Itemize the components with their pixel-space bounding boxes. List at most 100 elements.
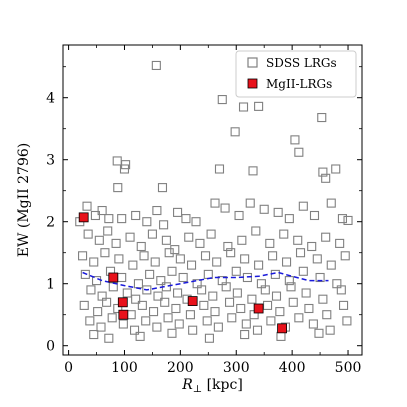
- sdss-lrg-point: [137, 300, 147, 310]
- sdss-lrg-point: [220, 203, 230, 213]
- x-tick-label: 500: [335, 360, 362, 376]
- sdss-lrg-point: [181, 214, 191, 224]
- sdss-lrg-point: [89, 329, 99, 340]
- sdss-lrg-point: [185, 310, 195, 320]
- sdss-lrg-point: [290, 135, 300, 145]
- sdss-lrg-point: [152, 205, 162, 216]
- sdss-lrg-point: [184, 232, 194, 242]
- sdss-lrg-point: [188, 325, 198, 335]
- sdss-lrg-point: [241, 319, 251, 329]
- sdss-lrg-point: [331, 164, 341, 174]
- sdss-lrg-point: [153, 291, 163, 301]
- sdss-lrg-point: [275, 307, 285, 317]
- sdss-lrg-point: [159, 220, 169, 230]
- sdss-lrg-point: [117, 214, 127, 224]
- sdss-lrg-point: [212, 257, 222, 267]
- sdss-lrg-point: [312, 254, 322, 264]
- sdss-lrg-point: [103, 226, 113, 236]
- sdss-lrg-point: [321, 173, 331, 183]
- sdss-lrg-point: [170, 245, 180, 255]
- sdss-lrg-point: [340, 251, 350, 261]
- sdss-lrg-point: [161, 235, 171, 245]
- sdss-lrg-point: [174, 319, 184, 329]
- mgii-lrg-point: [187, 296, 198, 306]
- sdss-lrg-point: [308, 319, 318, 329]
- sdss-lrg-point: [325, 325, 335, 335]
- sdss-lrg-point: [326, 260, 336, 270]
- sdss-lrg-point: [318, 294, 328, 304]
- sdss-lrg-point: [236, 303, 246, 314]
- sdss-lrg-point: [104, 214, 114, 224]
- sdss-lrg-point: [260, 285, 270, 295]
- sdss-lrg-point: [210, 198, 220, 208]
- x-tick-label: 200: [167, 360, 194, 376]
- sdss-lrg-point: [339, 300, 349, 310]
- x-tick-label: 300: [223, 360, 250, 376]
- sdss-lrg-point: [173, 207, 183, 217]
- sdss-lrg-point: [230, 127, 240, 137]
- sdss-lrg-point: [226, 248, 236, 258]
- y-tick-label: 4: [46, 91, 55, 107]
- sdss-lrg-point: [131, 210, 141, 221]
- sdss-lrg-point: [221, 282, 231, 292]
- mgii-lrg-point: [117, 297, 128, 308]
- legend-box: [235, 50, 357, 98]
- mgii-lrg-point: [108, 272, 119, 283]
- sdss-lrg-point: [247, 294, 257, 304]
- sdss-lrg-point: [286, 282, 296, 292]
- sdss-lrg-point: [160, 297, 170, 307]
- sdss-lrg-point: [139, 251, 149, 261]
- sdss-lrg-point: [107, 313, 117, 323]
- legend: SDSS LRGs MgII-LRGs: [235, 50, 357, 98]
- sdss-lrg-point: [186, 260, 197, 270]
- sdss-lrg-point: [210, 307, 220, 317]
- x-tick-label: 400: [279, 360, 306, 376]
- sdss-lrg-point: [251, 226, 261, 236]
- sdss-lrg-point: [86, 285, 96, 295]
- sdss-lrg-point: [231, 266, 241, 276]
- sdss-lrg-point: [102, 297, 112, 307]
- sdss-lrg-point: [273, 207, 283, 217]
- sdss-lrg-point: [271, 291, 282, 301]
- sdss-lrg-point: [131, 294, 141, 304]
- sdss-lrg-point: [284, 276, 294, 286]
- sdss-lrg-point: [113, 303, 123, 314]
- sdss-lrg-point: [151, 60, 161, 71]
- sdss-lrg-point: [152, 322, 162, 332]
- plot-frame: [62, 44, 363, 356]
- y-tick-label: 0: [46, 339, 55, 355]
- sdss-lrg-point: [314, 328, 324, 338]
- sdss-lrg-point: [204, 333, 214, 343]
- sdss-lrg-point: [342, 316, 352, 326]
- sdss-lrg-point: [294, 147, 304, 157]
- sdss-lrg-point: [237, 235, 247, 245]
- sdss-lrg-point: [266, 316, 276, 326]
- sdss-lrg-point: [164, 248, 174, 258]
- sdss-lrg-point: [83, 229, 93, 239]
- mgii-lrg-point: [78, 212, 89, 223]
- sdss-lrg-point: [224, 297, 235, 307]
- legend-entry-mgii: MgII-LRGs: [266, 77, 332, 91]
- sdss-lrg-point: [252, 325, 263, 335]
- sdss-lrg-point: [135, 331, 145, 341]
- sdss-lrg-point: [248, 166, 258, 176]
- sdss-lrg-point: [142, 217, 152, 227]
- sdss-lrg-point: [113, 183, 123, 193]
- sdss-lrg-point: [136, 241, 146, 252]
- sdss-lrg-point: [317, 112, 327, 123]
- y-tick-label: 1: [46, 277, 55, 293]
- sdss-lrg-point: [96, 322, 106, 332]
- sdss-lrg-point: [178, 272, 188, 283]
- sdss-lrg-point: [240, 329, 250, 340]
- sdss-lrg-point: [262, 300, 273, 310]
- sdss-lrg-point: [100, 248, 110, 258]
- sdss-lrg-point: [148, 307, 159, 317]
- sdss-lrg-point: [294, 313, 304, 323]
- sdss-lrg-point: [343, 215, 353, 226]
- sdss-lrg-point: [217, 95, 227, 105]
- y-tick-label: 3: [46, 153, 55, 169]
- sdss-lrg-point: [150, 257, 160, 267]
- sdss-lrg-point: [234, 210, 244, 221]
- sdss-lrg-point: [240, 254, 250, 264]
- sdss-lrg-point: [293, 235, 303, 245]
